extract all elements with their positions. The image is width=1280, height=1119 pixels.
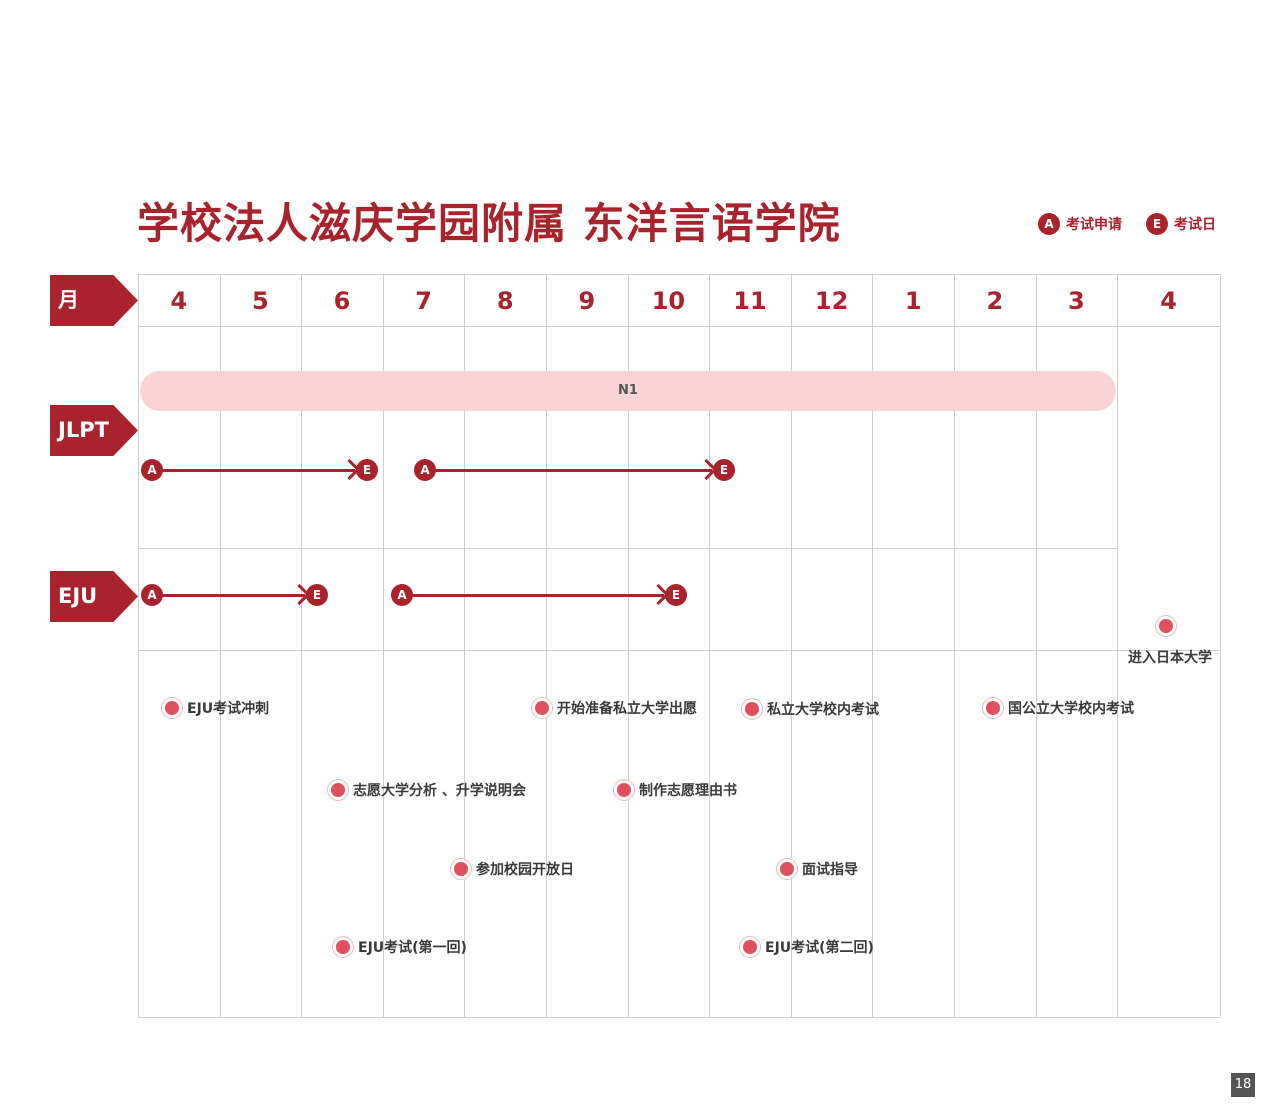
eju-period-arrow <box>152 594 305 597</box>
grid-column-line <box>954 274 955 1017</box>
grid-row-line <box>138 274 1220 275</box>
event-dot-icon <box>165 701 179 715</box>
timeline-event: 面试指导 <box>780 859 858 879</box>
month-header-3: 7 <box>415 287 432 315</box>
month-header-12: 4 <box>1160 287 1177 315</box>
jlpt-period-arrow <box>152 469 355 472</box>
grid-row-line <box>138 1017 1220 1018</box>
event-label: 志愿大学分析 、升学说明会 <box>353 783 526 799</box>
grid-column-line <box>1035 274 1037 1017</box>
month-header-1: 5 <box>252 287 269 315</box>
month-header-5: 9 <box>578 287 596 315</box>
timeline-event: 私立大学校内考试 <box>745 699 879 719</box>
event-label: EJU考试冲刺 <box>187 701 270 717</box>
legend-exam-label: 考试日 <box>1174 217 1216 233</box>
event-label: EJU考试(第二回) <box>765 940 874 956</box>
grid-column-line <box>1220 274 1221 1017</box>
grid-column-line <box>790 274 792 1017</box>
row-label-jlpt: JLPT <box>50 405 138 456</box>
event-label: 参加校园开放日 <box>476 862 574 878</box>
timeline-event: EJU考试(第二回) <box>743 937 874 957</box>
month-header-8: 12 <box>814 287 849 315</box>
row-label-eju: EJU <box>50 571 138 622</box>
event-dot-icon <box>454 862 468 876</box>
grid-column-line <box>627 274 629 1017</box>
exam-badge-icon: E <box>713 459 735 481</box>
event-dot-icon <box>617 783 631 797</box>
month-header-6: 10 <box>651 287 686 315</box>
month-header-4: 8 <box>496 287 514 315</box>
month-header-2: 6 <box>333 287 351 315</box>
event-label: 国公立大学校内考试 <box>1008 701 1134 717</box>
page-title: 学校法人滋庆学园附属 东洋言语学院 <box>137 199 841 248</box>
grid-column-line <box>219 274 221 1017</box>
timeline-event: 志愿大学分析 、升学说明会 <box>331 780 526 800</box>
timeline-event: 制作志愿理由书 <box>617 780 737 800</box>
month-header-9: 1 <box>904 287 922 315</box>
event-dot-icon <box>535 701 549 715</box>
timeline-event: EJU考试(第一回) <box>336 937 467 957</box>
event-label: EJU考试(第一回) <box>358 940 467 956</box>
timeline-event: EJU考试冲刺 <box>165 698 270 718</box>
grid-column-line <box>709 274 711 1017</box>
grid-column-line <box>301 274 303 1017</box>
grid-row-line <box>138 326 1220 327</box>
jlpt-n1-bar: N1 <box>140 371 1116 411</box>
apply-badge-icon: A <box>141 584 163 606</box>
exam-badge-icon: E <box>356 459 378 481</box>
legend-exam: E 考试日 <box>1146 213 1216 235</box>
page-number: 18 <box>1231 1073 1255 1097</box>
legend-apply: A 考试申请 <box>1038 213 1122 235</box>
event-dot-icon <box>986 701 1000 715</box>
exam-badge-icon: E <box>665 584 687 606</box>
timeline-event: 国公立大学校内考试 <box>986 698 1134 718</box>
eju-period-arrow <box>402 594 664 597</box>
month-header-7: 11 <box>733 287 767 315</box>
event-dot-icon <box>780 862 794 876</box>
event-label: 制作志愿理由书 <box>639 783 737 799</box>
event-dot-icon <box>336 940 350 954</box>
grid-row-line <box>138 548 1118 549</box>
grid-column-line <box>1117 274 1119 1017</box>
event-dot-icon <box>331 783 345 797</box>
event-label: 进入日本大学 <box>1128 650 1212 666</box>
grid-column-line <box>382 274 384 1017</box>
event-dot-icon <box>745 702 759 716</box>
grid-column-line <box>138 274 139 1017</box>
timeline-event: 参加校园开放日 <box>454 859 574 879</box>
event-dot-icon <box>743 940 757 954</box>
exam-badge-icon: E <box>1146 213 1168 235</box>
grid-column-line <box>464 274 466 1017</box>
apply-badge-icon: A <box>1038 213 1060 235</box>
exam-badge-icon: E <box>306 584 328 606</box>
legend-apply-label: 考试申请 <box>1066 217 1122 233</box>
grid-column-line <box>872 274 874 1017</box>
event-dot-icon <box>1159 619 1173 633</box>
grid-column-line <box>546 274 547 1017</box>
event-label: 开始准备私立大学出愿 <box>557 701 697 717</box>
apply-badge-icon: A <box>141 459 163 481</box>
event-label: 面试指导 <box>802 862 858 878</box>
apply-badge-icon: A <box>391 584 413 606</box>
timeline-event: 开始准备私立大学出愿 <box>535 698 697 718</box>
month-header-0: 4 <box>170 287 188 315</box>
month-header-11: 3 <box>1068 287 1085 315</box>
jlpt-period-arrow <box>425 469 712 472</box>
event-label: 私立大学校内考试 <box>767 702 879 718</box>
month-header-10: 2 <box>986 287 1004 315</box>
apply-badge-icon: A <box>414 459 436 481</box>
grid-row-line <box>138 650 1220 651</box>
row-label-month: 月 <box>50 275 138 326</box>
